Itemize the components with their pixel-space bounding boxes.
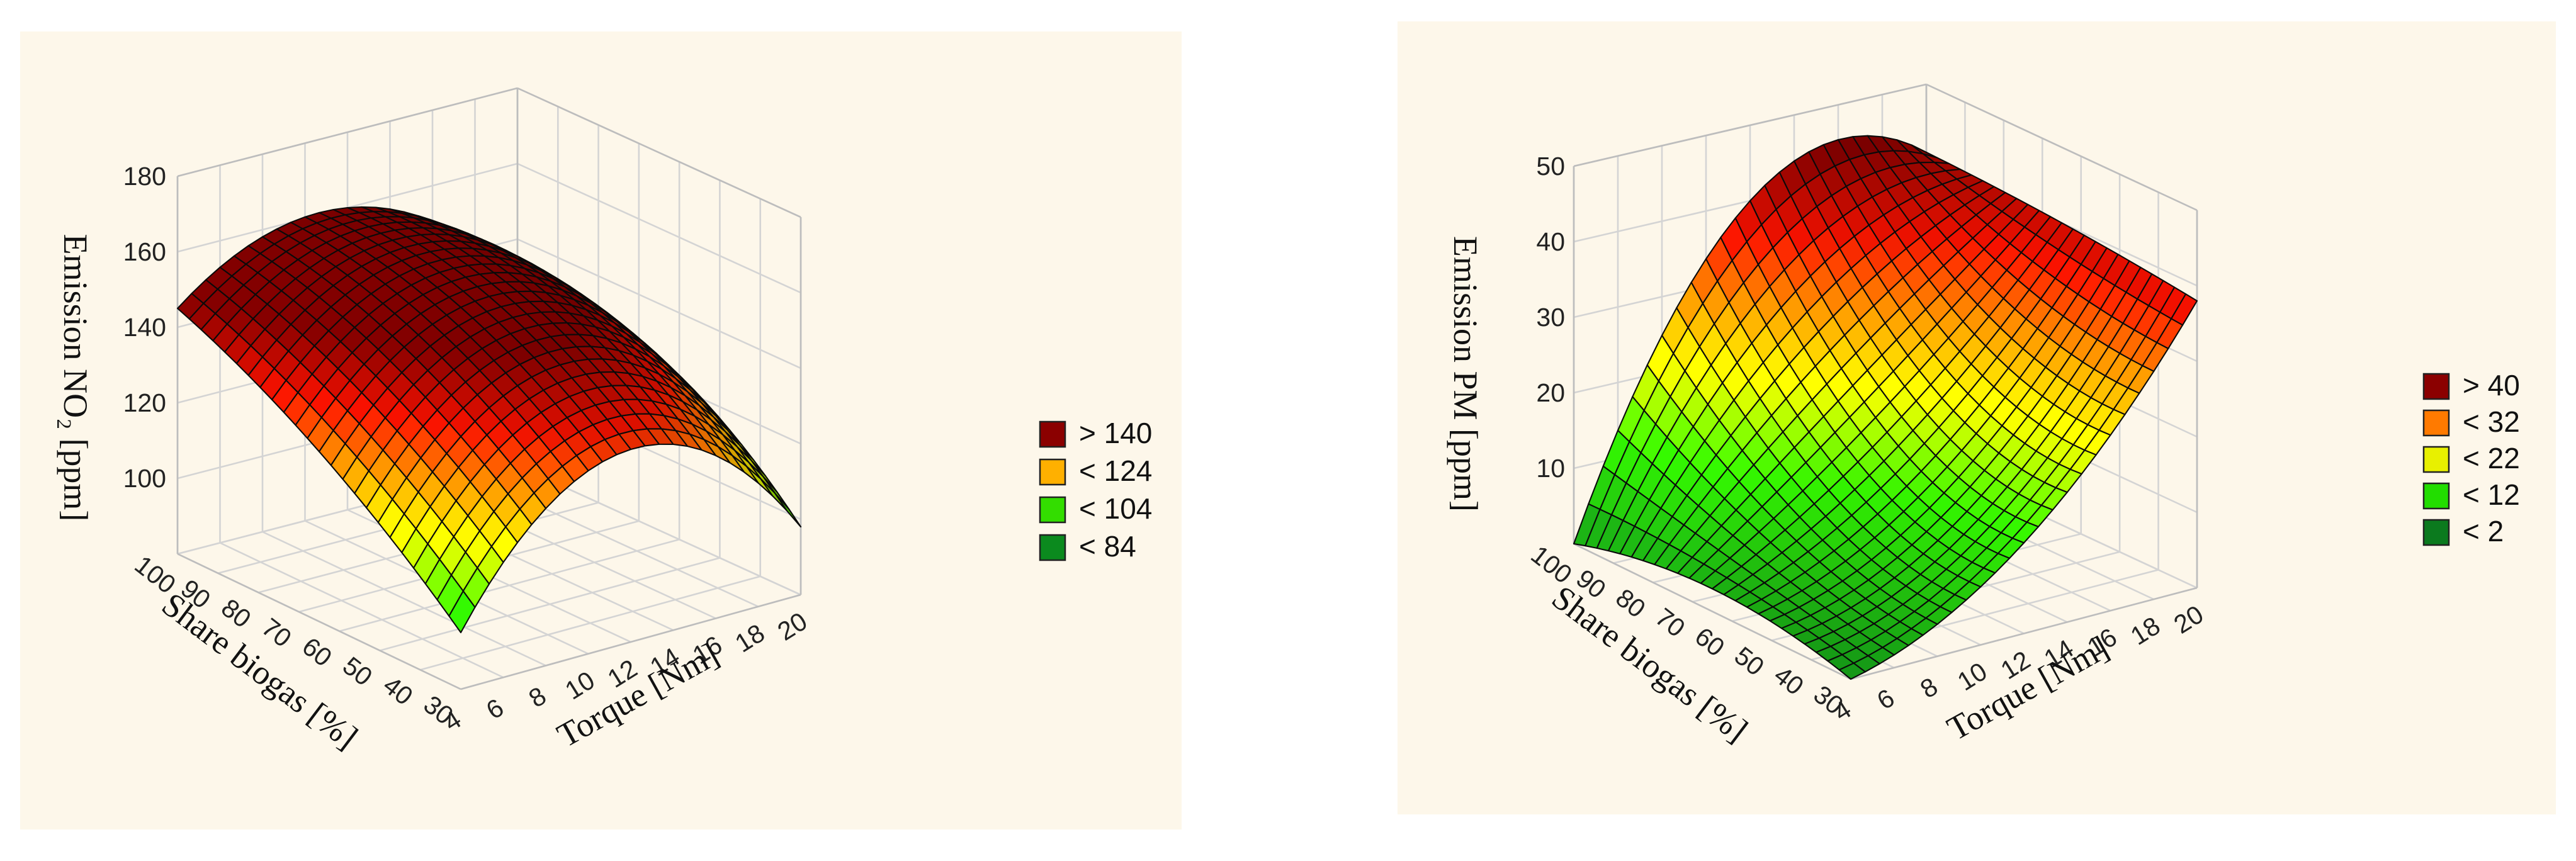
- no2-legend-swatch: [1039, 458, 1066, 486]
- no2-legend-swatch: [1039, 534, 1066, 561]
- no2-y-tick-label: 50: [337, 651, 378, 691]
- no2-surface-cell: [448, 590, 476, 634]
- pm-legend-swatch: [2422, 409, 2450, 437]
- no2-z-tick-label: 180: [123, 162, 166, 191]
- pm-legend-label: > 40: [2463, 369, 2520, 402]
- no2-legend: > 140 < 124 < 104 < 84: [1039, 417, 1152, 563]
- no2-x-tick-label: 20: [772, 607, 812, 646]
- no2-legend-swatch: [1039, 420, 1066, 448]
- no2-legend-swatch: [1039, 496, 1066, 524]
- pm-y-axis-title: Share biogas [%]: [1545, 578, 1754, 750]
- pm-legend-label: < 12: [2463, 478, 2520, 511]
- pm-legend-label: < 2: [2463, 515, 2504, 548]
- pm-legend-swatch: [2422, 373, 2450, 400]
- no2-legend-label: > 140: [1079, 417, 1152, 449]
- pm-legend-label: < 22: [2463, 442, 2520, 475]
- no2-y-tick-label: 70: [256, 612, 297, 653]
- no2-chart-panel: 100 120 140 160 180 4 6 8 10 12 14 16 18 20 30 40 50 60 70…: [20, 31, 1182, 830]
- pm-legend-swatch: [2422, 519, 2450, 546]
- pm-x-tick-label: 20: [2169, 600, 2208, 639]
- no2-x-tick-label: 8: [524, 681, 551, 713]
- no2-y-tick-label: 40: [378, 670, 418, 711]
- pm-x-tick-label: 18: [2125, 611, 2165, 651]
- pm-chart-panel: 10 20 30 40 50 4 6 8 10 12 14 16 18 20 30 40 50 60 70 80 90 1…: [1398, 21, 2556, 814]
- pm-y-tick-label: 50: [1729, 641, 1770, 681]
- pm-y-tick-label: 70: [1650, 602, 1690, 643]
- pm-y-tick-label: 60: [1690, 622, 1730, 662]
- pm-z-tick-label: 10: [1536, 454, 1565, 483]
- no2-z-tick-label: 160: [123, 237, 166, 266]
- pm-z-axis-title: Emission PM [ppm]: [1447, 236, 1484, 512]
- no2-z-tick-label: 140: [123, 313, 166, 342]
- pm-surface: [1573, 135, 2198, 680]
- no2-surface: [176, 206, 802, 634]
- pm-y-tick-label: 40: [1769, 660, 1809, 701]
- no2-legend-label: < 104: [1079, 492, 1152, 525]
- no2-x-tick-label: 18: [730, 618, 770, 658]
- pm-surface-cell: [1838, 662, 1866, 680]
- pm-legend-label: < 32: [2463, 405, 2520, 438]
- pm-legend-swatch: [2422, 482, 2450, 510]
- no2-x-tick-label: 6: [481, 693, 509, 725]
- no2-y-tick-label: 60: [297, 632, 337, 672]
- pm-legend-swatch: [2422, 446, 2450, 473]
- pm-z-tick-label: 20: [1536, 378, 1565, 407]
- no2-z-tick-label: 120: [123, 388, 166, 417]
- no2-z-tick-label: 100: [123, 464, 166, 493]
- no2-y-axis-title: Share biogas [%]: [155, 585, 364, 757]
- no2-legend-label: < 124: [1079, 454, 1152, 487]
- pm-x-tick-label: 6: [1872, 683, 1899, 715]
- pm-z-tick-label: 50: [1536, 152, 1565, 181]
- pm-z-tick-label: 40: [1536, 227, 1565, 256]
- pm-x-tick-label: 8: [1915, 672, 1943, 704]
- no2-legend-label: < 84: [1079, 530, 1136, 563]
- pm-legend: > 40< 32 < 22< 12 < 2: [2422, 369, 2520, 548]
- pm-z-tick-label: 30: [1536, 303, 1565, 332]
- no2-z-axis-title: Emission NO₂ [ppm]: [57, 234, 94, 522]
